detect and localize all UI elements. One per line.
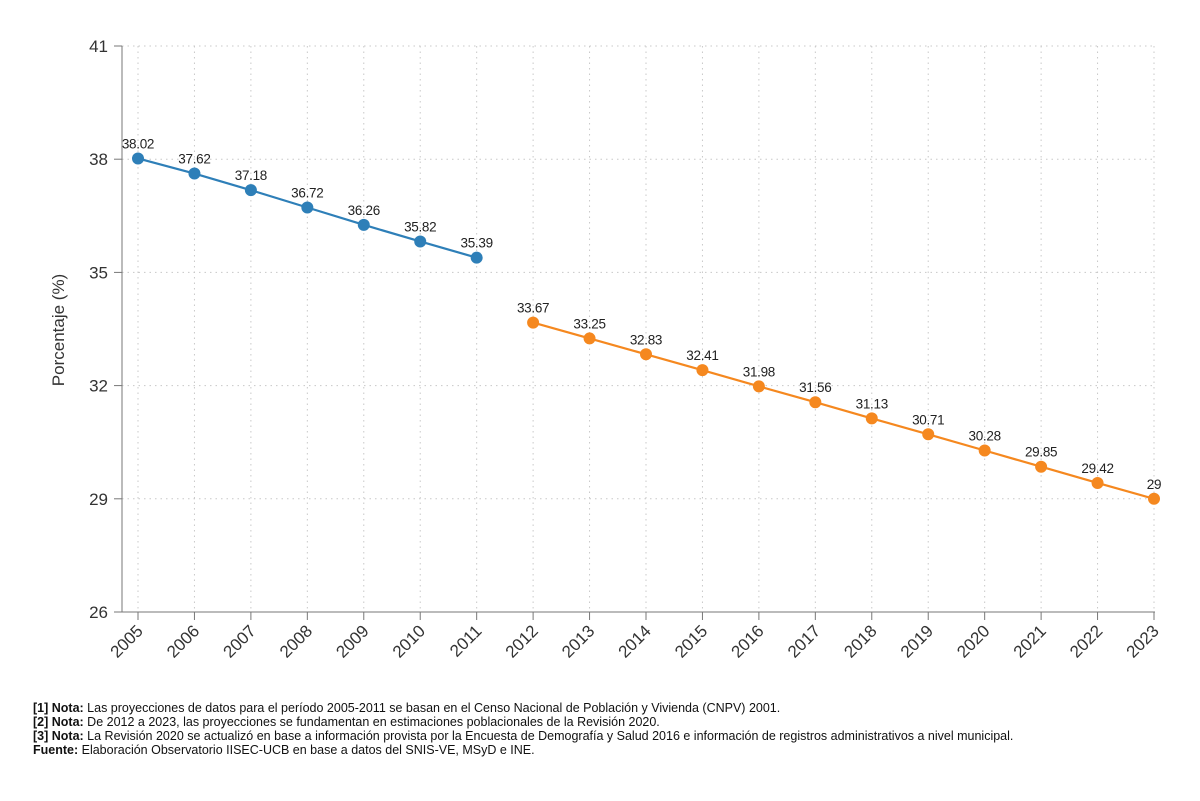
data-point [414,235,427,248]
data-point [1091,476,1104,489]
data-point [188,167,201,180]
note-2: [2] Nota: De 2012 a 2023, las proyeccion… [33,715,1183,729]
data-label: 31.56 [799,380,831,395]
note-1-text: Las proyecciones de datos para el períod… [83,701,781,715]
data-point [809,396,822,409]
x-tick-label: 2008 [276,621,316,661]
source-text: Elaboración Observatorio IISEC-UCB en ba… [78,743,535,757]
data-point [301,201,314,214]
data-point [583,332,596,345]
x-tick-label: 2013 [558,621,598,661]
data-label: 29.85 [1025,445,1057,460]
source-label: Fuente: [33,743,79,757]
y-tick-label: 32 [89,377,108,396]
x-tick-label: 2020 [953,621,993,661]
data-point [978,444,991,457]
data-label: 37.62 [178,152,210,167]
note-1: [1] Nota: Las proyecciones de datos para… [33,701,1183,715]
y-tick-label: 26 [89,603,108,622]
x-tick-label: 2016 [728,621,768,661]
x-tick-label: 2014 [615,621,655,661]
x-tick-label: 2018 [840,621,880,661]
data-point [132,152,144,165]
x-tick-label: 2007 [220,621,260,661]
data-point [696,364,709,377]
data-label: 36.26 [348,203,380,218]
x-tick-label: 2015 [671,621,711,661]
note-3: [3] Nota: La Revisión 2020 se actualizó … [33,729,1183,743]
grid-lines [122,45,1155,612]
line-chart: 26 29 32 35 38 41 2005 2006 2007 2008 2009 2010 2011… [49,37,1163,662]
x-tick-label: 2019 [897,621,937,661]
series-line-2 [532,321,1155,500]
data-label: 32.41 [686,348,718,363]
y-axis-label: Porcentaje (%) [49,274,68,386]
x-tick-label: 2012 [502,621,542,661]
x-tick-label: 2023 [1123,621,1163,661]
x-tick-label: 2009 [332,621,372,661]
data-label: 30.28 [969,429,1001,444]
data-label: 37.18 [235,168,267,183]
data-point [752,380,765,393]
note-3-label: [3] Nota: [33,729,84,743]
x-tick-label: 2011 [446,621,485,660]
x-tick-label: 2005 [107,621,147,661]
data-point [922,428,935,441]
data-point [865,412,878,425]
data-label: 33.67 [517,301,549,316]
x-tick-label: 2006 [163,621,203,661]
note-2-text: De 2012 a 2023, las proyecciones se fund… [83,715,660,729]
x-tick-label: 2021 [1010,621,1050,661]
data-point [357,218,370,231]
source-note: Fuente: Elaboración Observatorio IISEC-U… [33,743,1183,757]
data-label: 31.98 [743,364,775,379]
data-series: 38.02 37.62 37.18 36.72 36.26 35.82 35.39 33.67… [122,136,1162,505]
data-label: 29.42 [1081,461,1113,476]
data-label: 36.72 [291,185,323,200]
data-label: 35.82 [404,219,436,234]
y-tick-label: 35 [89,263,108,282]
data-point [244,184,257,197]
data-label: 33.25 [573,316,605,331]
y-tick-label: 29 [89,490,108,509]
data-label: 35.39 [461,236,493,251]
data-label: 31.13 [856,396,888,411]
data-point [640,348,652,361]
footnotes: [1] Nota: Las proyecciones de datos para… [33,701,1183,757]
note-3-text: La Revisión 2020 se actualizó en base a … [83,729,1014,743]
data-label: 38.02 [122,136,154,151]
data-point [1035,460,1048,473]
x-tick-label: 2017 [784,621,824,661]
data-point [1148,492,1160,505]
x-tick-label: 2022 [1066,621,1106,661]
data-label: 30.71 [912,412,944,427]
y-tick-label: 41 [89,37,108,56]
data-point [470,251,483,264]
data-point [527,316,540,329]
x-tick-label: 2010 [389,621,429,661]
data-label: 32.83 [630,332,662,347]
y-tick-label: 38 [89,150,108,169]
data-label: 29 [1147,477,1161,492]
note-2-label: [2] Nota: [33,715,84,729]
note-1-label: [1] Nota: [33,701,84,715]
